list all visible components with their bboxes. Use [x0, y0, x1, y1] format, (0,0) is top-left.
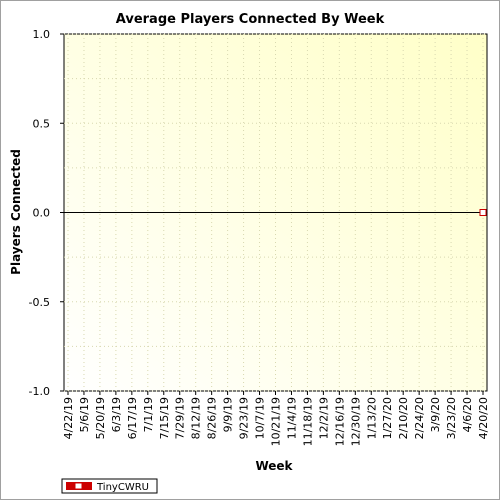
- x-tick-label: 6/17/19: [126, 397, 139, 439]
- x-tick-label: 7/29/19: [174, 397, 187, 439]
- x-tick-label: 4/20/20: [477, 397, 490, 439]
- x-tick-label: 4/22/19: [62, 397, 75, 439]
- grid-lines: [64, 33, 487, 392]
- x-tick-label: 8/26/19: [206, 397, 219, 439]
- x-tick-label: 3/23/20: [445, 397, 458, 439]
- x-tick-label: 3/9/20: [429, 397, 442, 432]
- x-tick-label: 1/27/20: [381, 397, 394, 439]
- x-tick-label: 12/2/19: [317, 397, 330, 439]
- x-tick-label: 11/4/19: [285, 397, 298, 439]
- x-tick-label: 4/6/20: [461, 397, 474, 432]
- x-axis: 4/22/19 5/6/19 5/20/19 6/3/19 6/17/19 7/1/19 7…: [62, 391, 490, 446]
- y-tick-label: 1.0: [33, 28, 51, 41]
- y-axis-label: Players Connected: [9, 149, 23, 275]
- x-axis-label: Week: [255, 459, 293, 473]
- legend-marker: [74, 482, 83, 490]
- x-tick-label: 12/16/19: [333, 397, 346, 446]
- x-tick-label: 12/30/19: [349, 397, 362, 446]
- x-tick-label: 10/21/19: [270, 397, 283, 446]
- x-tick-label: 9/9/19: [222, 397, 235, 432]
- x-tick-label: 5/6/19: [78, 397, 91, 432]
- x-tick-label: 5/20/19: [94, 397, 107, 439]
- x-tick-label: 11/18/19: [301, 397, 314, 446]
- chart-title: Average Players Connected By Week: [116, 12, 385, 27]
- y-tick-label: 0.5: [33, 117, 51, 130]
- y-tick-label: -0.5: [29, 296, 50, 309]
- y-axis: 1.0 0.5 0.0 -0.5 -1.0: [29, 28, 64, 398]
- x-tick-label: 1/13/20: [365, 397, 378, 439]
- x-tick-label: 8/12/19: [190, 397, 203, 439]
- y-tick-label: 0.0: [33, 207, 51, 220]
- x-tick-label: 7/15/19: [158, 397, 171, 439]
- data-point: [479, 209, 487, 216]
- x-tick-label: 9/23/19: [238, 397, 251, 439]
- x-tick-label: 2/10/20: [397, 397, 410, 439]
- x-tick-label: 7/1/19: [142, 397, 155, 432]
- series-layer: [479, 209, 487, 216]
- legend: TinyCWRU: [61, 478, 158, 494]
- y-tick-label: -1.0: [29, 385, 50, 398]
- x-tick-label: 10/7/19: [254, 397, 267, 439]
- x-tick-label: 2/24/20: [413, 397, 426, 439]
- x-tick-label: 6/3/19: [110, 397, 123, 432]
- legend-label: TinyCWRU: [96, 482, 149, 493]
